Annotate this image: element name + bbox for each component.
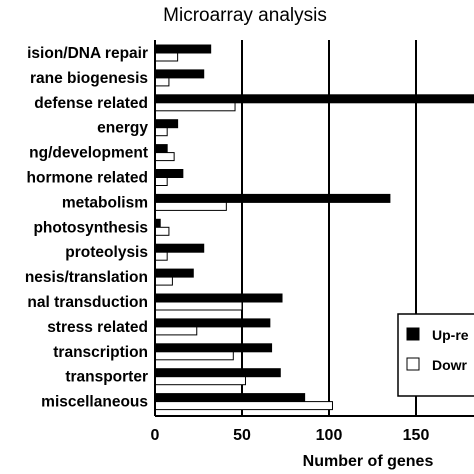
category-label: transcription [53, 344, 148, 361]
bar-up-regulated [154, 69, 205, 79]
bars-group [154, 44, 474, 411]
bar-down-regulated [154, 376, 246, 386]
category-label: hormone related [27, 170, 148, 187]
x-tick-labels: 0 50 100 150 [151, 427, 430, 444]
category-label: defense related [34, 95, 148, 112]
category-labels: ision/DNA repair rane biogenesis defense r… [25, 45, 149, 411]
category-label: photosynthesis [33, 219, 148, 236]
category-label: miscellaneous [41, 394, 148, 411]
bar-down-regulated [154, 77, 170, 87]
category-label: nesis/translation [25, 269, 148, 286]
bar-up-regulated [154, 368, 281, 378]
x-tick-label: 0 [151, 427, 160, 444]
bar-down-regulated [154, 276, 173, 286]
x-axis-label: Number of genes [303, 453, 434, 470]
bar-down-regulated [154, 152, 175, 162]
category-label: energy [97, 120, 148, 137]
bar-up-regulated [154, 144, 168, 154]
legend: Up-re Dowr [397, 313, 474, 397]
x-tick-label: 100 [316, 427, 343, 444]
bar-up-regulated [154, 243, 205, 253]
category-label: ng/development [29, 145, 148, 162]
bar-down-regulated [154, 127, 168, 137]
bar-down-regulated [154, 102, 236, 112]
category-label: nal transduction [27, 294, 148, 311]
bar-up-regulated [154, 94, 474, 104]
bar-up-regulated [154, 343, 273, 353]
bar-up-regulated [154, 169, 184, 178]
bar-down-regulated [154, 201, 227, 211]
category-label: proteolysis [65, 244, 148, 261]
bar-down-regulated [154, 326, 198, 336]
bar-down-regulated [154, 177, 168, 186]
legend-swatch-down [406, 357, 420, 371]
category-label: stress related [47, 319, 148, 336]
category-label: transporter [65, 369, 148, 386]
bar-up-regulated [154, 293, 283, 303]
bar-down-regulated [154, 251, 168, 261]
bar-up-regulated [154, 119, 179, 129]
legend-label-up: Up-re [432, 327, 469, 343]
bar-up-regulated [154, 393, 306, 403]
category-label: rane biogenesis [30, 70, 148, 87]
x-tick-label: 50 [233, 427, 251, 444]
bar-up-regulated [154, 268, 194, 278]
bar-down-regulated [154, 52, 179, 62]
bar-down-regulated [154, 401, 333, 411]
bar-down-regulated [154, 226, 170, 236]
bar-down-regulated [154, 301, 243, 311]
bar-down-regulated [154, 351, 234, 361]
category-label: ision/DNA repair [27, 45, 148, 62]
legend-swatch-up [406, 327, 420, 341]
bar-up-regulated [154, 318, 271, 328]
bar-up-regulated [154, 44, 212, 54]
legend-label-down: Dowr [432, 357, 468, 373]
category-label: metabolism [62, 194, 148, 211]
chart-title: Microarray analysis [163, 5, 327, 26]
x-tick-label: 150 [403, 427, 430, 444]
bar-up-regulated [154, 193, 391, 203]
